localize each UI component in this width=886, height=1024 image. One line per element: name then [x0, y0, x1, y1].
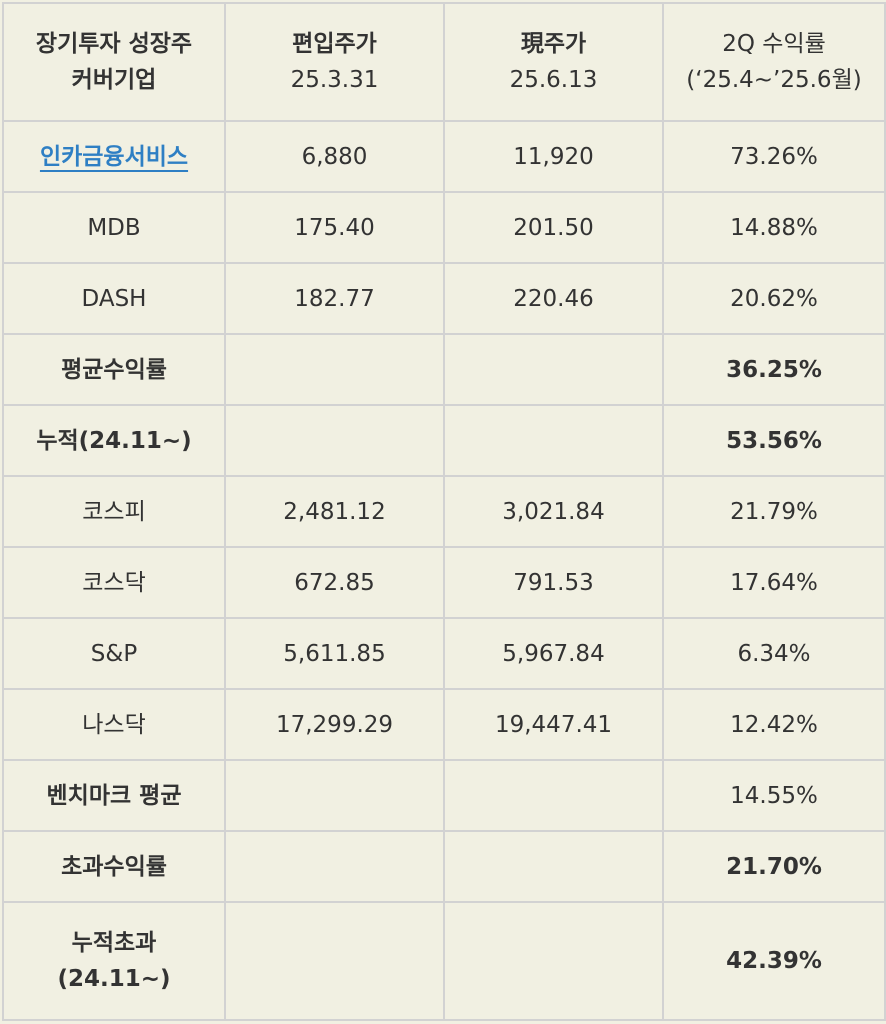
row-name: 인카금융서비스 — [2, 120, 226, 193]
row-return: 14.88% — [662, 191, 886, 264]
row-current: 791.53 — [443, 546, 664, 619]
header-company: 장기투자 성장주 커버기업 — [2, 2, 226, 122]
header-entry-price: 편입주가 25.3.31 — [224, 2, 445, 122]
header-company-line1: 장기투자 성장주 — [35, 31, 193, 57]
table-row: MDB 175.40 201.50 14.88% — [2, 191, 886, 264]
row-name: S&P — [2, 617, 226, 690]
row-return: 53.56% — [662, 404, 886, 477]
row-entry: 5,611.85 — [224, 617, 445, 690]
row-name: 초과수익률 — [2, 830, 226, 903]
row-return: 21.70% — [662, 830, 886, 903]
table-row: 인카금융서비스 6,880 11,920 73.26% — [2, 120, 886, 193]
row-entry: 6,880 — [224, 120, 445, 193]
row-current: 201.50 — [443, 191, 664, 264]
row-entry — [224, 759, 445, 832]
row-name: MDB — [2, 191, 226, 264]
row-current: 11,920 — [443, 120, 664, 193]
row-return: 12.42% — [662, 688, 886, 761]
table-row: 벤치마크 평균 14.55% — [2, 759, 886, 832]
table-row: 코스닥 672.85 791.53 17.64% — [2, 546, 886, 619]
row-name: DASH — [2, 262, 226, 335]
row-name: 누적초과 (24.11~) — [2, 901, 226, 1021]
row-return: 14.55% — [662, 759, 886, 832]
header-company-line2: 커버기업 — [71, 67, 157, 93]
row-name: 나스닥 — [2, 688, 226, 761]
header-return-label: 2Q 수익률 — [722, 31, 826, 57]
row-entry: 2,481.12 — [224, 475, 445, 548]
row-return: 36.25% — [662, 333, 886, 406]
row-current: 3,021.84 — [443, 475, 664, 548]
row-return: 73.26% — [662, 120, 886, 193]
row-return: 6.34% — [662, 617, 886, 690]
company-link[interactable]: 인카금융서비스 — [39, 143, 189, 170]
header-current-date: 25.6.13 — [509, 67, 598, 93]
header-current-price: 現주가 25.6.13 — [443, 2, 664, 122]
table-row: 나스닥 17,299.29 19,447.41 12.42% — [2, 688, 886, 761]
row-current — [443, 901, 664, 1021]
row-name: 코스닥 — [2, 546, 226, 619]
row-return: 42.39% — [662, 901, 886, 1021]
row-name: 평균수익률 — [2, 333, 226, 406]
row-name-line2: (24.11~) — [57, 966, 171, 992]
header-return: 2Q 수익률 (‘25.4~’25.6월) — [662, 2, 886, 122]
header-current-label: 現주가 — [520, 31, 587, 57]
row-current: 220.46 — [443, 262, 664, 335]
row-name: 벤치마크 평균 — [2, 759, 226, 832]
row-entry: 17,299.29 — [224, 688, 445, 761]
row-entry — [224, 830, 445, 903]
row-name: 누적(24.11~) — [2, 404, 226, 477]
row-entry: 672.85 — [224, 546, 445, 619]
row-entry: 175.40 — [224, 191, 445, 264]
row-name-line1: 누적초과 — [71, 930, 157, 956]
row-return: 17.64% — [662, 546, 886, 619]
row-return: 20.62% — [662, 262, 886, 335]
header-row: 장기투자 성장주 커버기업 편입주가 25.3.31 現주가 25.6.13 2… — [2, 2, 886, 122]
row-return: 21.79% — [662, 475, 886, 548]
row-current: 5,967.84 — [443, 617, 664, 690]
row-current — [443, 333, 664, 406]
row-entry — [224, 404, 445, 477]
table-row: 평균수익률 36.25% — [2, 333, 886, 406]
row-current: 19,447.41 — [443, 688, 664, 761]
row-entry — [224, 333, 445, 406]
table-row: S&P 5,611.85 5,967.84 6.34% — [2, 617, 886, 690]
row-entry — [224, 901, 445, 1021]
row-current — [443, 759, 664, 832]
header-return-period: (‘25.4~’25.6월) — [686, 67, 862, 93]
table-row: 코스피 2,481.12 3,021.84 21.79% — [2, 475, 886, 548]
header-entry-date: 25.3.31 — [290, 67, 379, 93]
table-row: 누적초과 (24.11~) 42.39% — [2, 901, 886, 1021]
table-row: 초과수익률 21.70% — [2, 830, 886, 903]
row-current — [443, 404, 664, 477]
row-name: 코스피 — [2, 475, 226, 548]
row-current — [443, 830, 664, 903]
header-entry-label: 편입주가 — [292, 31, 377, 57]
row-entry: 182.77 — [224, 262, 445, 335]
table-row: 누적(24.11~) 53.56% — [2, 404, 886, 477]
table-row: DASH 182.77 220.46 20.62% — [2, 262, 886, 335]
